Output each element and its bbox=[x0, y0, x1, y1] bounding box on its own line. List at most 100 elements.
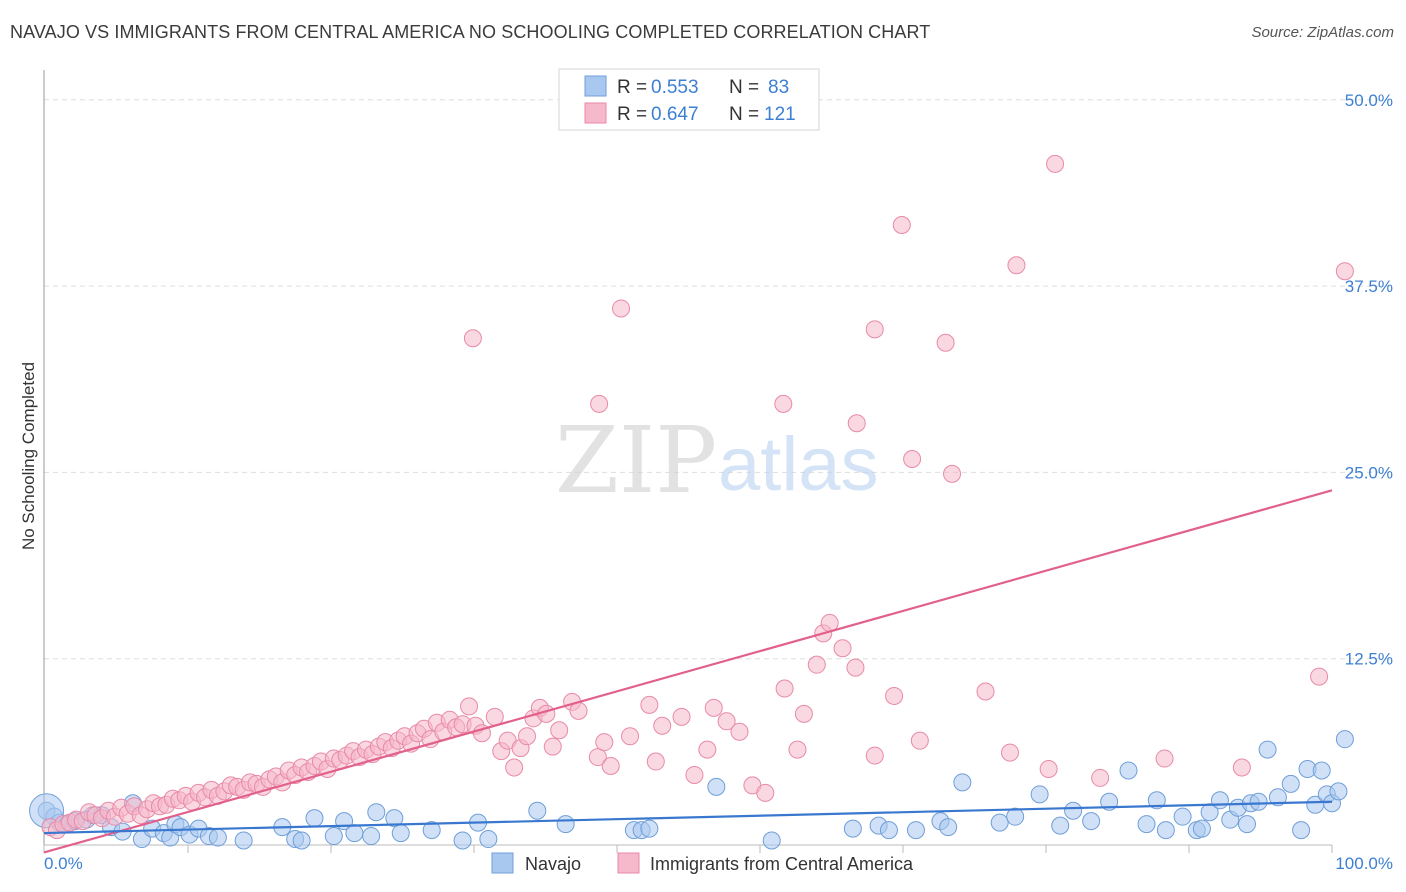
y-tick-label: 25.0% bbox=[1345, 463, 1393, 482]
central-america-point bbox=[788, 740, 807, 759]
navajo-point bbox=[1312, 761, 1331, 780]
central-america-point bbox=[847, 414, 866, 433]
navajo-point bbox=[1210, 791, 1229, 810]
navajo-point bbox=[1051, 816, 1070, 835]
central-america-point bbox=[846, 658, 865, 677]
central-america-point bbox=[717, 712, 736, 731]
navajo-point bbox=[1082, 812, 1101, 831]
central-america-point bbox=[1001, 743, 1019, 762]
central-america-point bbox=[885, 686, 904, 705]
central-america-point bbox=[794, 704, 813, 723]
central-america-point bbox=[1091, 768, 1110, 787]
central-america-point bbox=[612, 299, 631, 318]
y-tick-label: 50.0% bbox=[1345, 91, 1393, 110]
navajo-n-label: N = bbox=[729, 77, 759, 98]
navajo-point bbox=[906, 821, 925, 840]
central-america-point bbox=[653, 716, 672, 735]
navajo-r-label: R = bbox=[617, 77, 647, 98]
central-america-point bbox=[550, 721, 569, 740]
central-america-point bbox=[865, 320, 884, 339]
central-america-point bbox=[892, 216, 911, 234]
navajo-point bbox=[385, 809, 404, 828]
central-america-point bbox=[595, 733, 614, 752]
central-america-point bbox=[936, 333, 955, 352]
central-america-point bbox=[976, 682, 995, 701]
stats-legend: R = 0.553 N = 83 R = 0.647 N = 121 bbox=[558, 68, 820, 131]
central-america-point bbox=[1155, 749, 1174, 768]
navajo-point bbox=[324, 827, 343, 846]
central-america-point bbox=[590, 394, 609, 413]
navajo-point bbox=[362, 827, 381, 846]
navajo-point bbox=[305, 809, 324, 828]
navajo-point bbox=[208, 828, 227, 847]
central-america-point bbox=[601, 757, 620, 776]
navajo-point bbox=[1006, 807, 1025, 826]
navajo-point bbox=[1192, 819, 1211, 838]
central-america-point bbox=[833, 639, 852, 658]
navajo-point bbox=[1329, 782, 1348, 801]
navajo-point bbox=[707, 777, 726, 796]
series-legend: Navajo Immigrants from Central America bbox=[491, 852, 914, 874]
navajo-point bbox=[367, 803, 386, 822]
navajo-r-value: 0.553 bbox=[651, 77, 699, 98]
navajo-point bbox=[1030, 785, 1049, 804]
navajo-point bbox=[1119, 761, 1138, 780]
central-america-point bbox=[910, 731, 929, 750]
central-america-point bbox=[463, 329, 482, 348]
central-america-point bbox=[485, 707, 504, 726]
navajo-point bbox=[1147, 791, 1166, 810]
central-america-point bbox=[1335, 262, 1354, 281]
navajo-point bbox=[1173, 807, 1192, 826]
y-axis-label: No Schooling Completed bbox=[19, 362, 38, 550]
navajo-point bbox=[528, 801, 547, 820]
central-america-point bbox=[865, 746, 884, 765]
central-america-point bbox=[685, 765, 704, 784]
navajo-point bbox=[990, 813, 1009, 832]
watermark-atlas: atlas bbox=[718, 422, 879, 507]
navajo-point bbox=[843, 819, 862, 838]
navajo-point bbox=[234, 831, 253, 850]
central-america-swatch bbox=[584, 102, 607, 124]
central-america-point bbox=[730, 722, 749, 741]
trend-lines bbox=[43, 489, 1333, 854]
central-america-point bbox=[1232, 758, 1251, 777]
watermark-zip: ZIP bbox=[555, 407, 717, 514]
navajo-point bbox=[879, 821, 898, 840]
watermark: ZIP atlas bbox=[555, 407, 879, 514]
y-tick-label: 12.5% bbox=[1345, 650, 1393, 669]
central-america-trend-line bbox=[43, 489, 1333, 854]
navajo-point bbox=[762, 831, 781, 850]
navajo-point bbox=[1249, 792, 1268, 811]
central-america-point bbox=[775, 679, 794, 698]
central-america-n-label: N = bbox=[729, 104, 759, 125]
central-america-point bbox=[518, 727, 536, 746]
central-america-point bbox=[543, 737, 562, 756]
navajo-point bbox=[640, 819, 659, 838]
central-america-point bbox=[1039, 759, 1058, 778]
central-america-r-value: 0.647 bbox=[651, 104, 699, 125]
navajo-point bbox=[422, 821, 441, 840]
y-tick-labels: 12.5% 25.0% 37.5% 50.0% bbox=[1345, 91, 1393, 669]
central-america-point bbox=[646, 752, 665, 771]
central-america-point bbox=[588, 748, 607, 767]
central-america-point bbox=[621, 727, 640, 746]
source-label: Source: ZipAtlas.com bbox=[1251, 24, 1394, 41]
navajo-point bbox=[556, 815, 575, 834]
navajo-point bbox=[479, 830, 498, 849]
navajo-point bbox=[939, 818, 958, 837]
axes bbox=[43, 70, 1332, 846]
central-america-point bbox=[672, 707, 691, 726]
navajo-point bbox=[953, 773, 972, 792]
navajo-point bbox=[1281, 774, 1300, 793]
legend-navajo-label: Navajo bbox=[525, 854, 581, 874]
chart-title: NAVAJO VS IMMIGRANTS FROM CENTRAL AMERIC… bbox=[10, 22, 931, 42]
central-america-point bbox=[698, 740, 717, 759]
central-america-point bbox=[756, 783, 775, 802]
central-america-point bbox=[1046, 154, 1065, 173]
central-america-point bbox=[1007, 256, 1026, 275]
x-tick-label-min: 0.0% bbox=[44, 854, 83, 873]
central-america-point bbox=[460, 697, 479, 716]
central-america-point bbox=[640, 695, 659, 714]
navajo-point bbox=[453, 831, 472, 850]
navajo-n-value: 83 bbox=[768, 77, 789, 98]
